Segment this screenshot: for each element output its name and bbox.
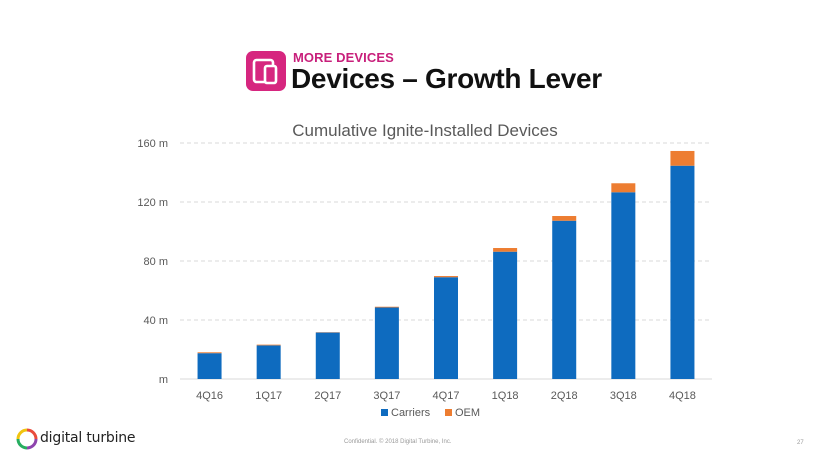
y-tick-label: 80 m: [144, 256, 168, 268]
legend-label-oem: OEM: [455, 407, 480, 419]
x-tick-label: 2Q18: [551, 390, 578, 402]
y-tick-label: 40 m: [144, 315, 168, 327]
bar-oem-1Q18: [493, 248, 518, 252]
bar-oem-4Q18: [670, 150, 695, 166]
bar-carriers-2Q17: [315, 332, 340, 379]
x-tick-label: 2Q17: [314, 390, 341, 402]
bar-oem-3Q17: [374, 306, 399, 308]
y-tick-label: 120 m: [137, 197, 168, 209]
page-number: 27: [797, 440, 804, 446]
y-tick-label: m: [159, 374, 168, 386]
bar-carriers-1Q17: [256, 345, 281, 379]
x-tick-label: 1Q18: [492, 390, 519, 402]
bar-carriers-4Q16: [197, 353, 222, 379]
bar-carriers-4Q18: [670, 165, 695, 379]
x-tick-label: 4Q16: [196, 390, 223, 402]
bar-carriers-1Q18: [493, 251, 518, 379]
x-tick-label: 4Q18: [669, 390, 696, 402]
bar-carriers-4Q17: [434, 277, 458, 379]
logo-text: digital turbine: [40, 430, 136, 446]
x-tick-label: 1Q17: [255, 390, 282, 402]
x-tick-label: 4Q17: [433, 390, 460, 402]
bar-oem-3Q18: [611, 183, 636, 193]
devices-icon: [246, 51, 286, 91]
legend-label-carriers: Carriers: [391, 407, 431, 419]
bar-carriers-3Q17: [374, 307, 399, 379]
bar-oem-4Q17: [434, 276, 458, 278]
page-title: Devices – Growth Lever: [291, 63, 602, 94]
chart-title: Cumulative Ignite-Installed Devices: [292, 121, 558, 140]
bar-oem-2Q18: [552, 216, 577, 221]
legend-swatch-oem: [445, 409, 452, 416]
bar-oem-4Q16: [197, 352, 222, 354]
x-tick-label: 3Q17: [373, 390, 400, 402]
digital-turbine-logo-icon: [16, 428, 38, 450]
confidential-notice: Confidential. © 2018 Digital Turbine, In…: [344, 439, 452, 445]
x-tick-label: 3Q18: [610, 390, 637, 402]
y-tick-label: 160 m: [137, 138, 168, 150]
bar-carriers-2Q18: [552, 220, 577, 379]
bar-carriers-3Q18: [611, 192, 636, 379]
section-kicker: MORE DEVICES: [293, 50, 394, 65]
bar-oem-1Q17: [256, 344, 281, 346]
legend-swatch-carriers: [381, 409, 388, 416]
